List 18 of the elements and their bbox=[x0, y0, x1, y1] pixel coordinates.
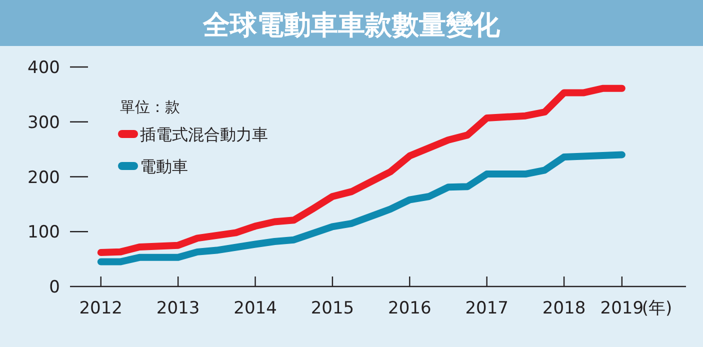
legend-label: 電動車 bbox=[140, 157, 188, 176]
y-tick-label: 200 bbox=[28, 168, 60, 188]
legend-title: 單位：款 bbox=[120, 98, 180, 116]
x-tick-label: 2019 bbox=[600, 298, 644, 318]
x-tick-label: 2015 bbox=[310, 298, 354, 318]
y-tick-label: 300 bbox=[28, 112, 60, 133]
x-tick-label: 2013 bbox=[156, 298, 200, 318]
x-tick-label: 2012 bbox=[79, 298, 123, 318]
y-tick-label: 0 bbox=[49, 278, 60, 298]
x-tick-label: 2016 bbox=[388, 298, 432, 318]
y-tick-label: 100 bbox=[28, 222, 60, 243]
x-tick-label: 2018 bbox=[542, 298, 586, 318]
y-tick-label: 400 bbox=[28, 58, 60, 78]
x-axis-title: (年) bbox=[642, 298, 672, 318]
chart-title: 全球電動車車款數量變化 bbox=[202, 10, 501, 41]
x-tick-label: 2017 bbox=[465, 298, 508, 318]
legend-label: 插電式混合動力車 bbox=[140, 125, 268, 144]
x-tick-label: 2014 bbox=[234, 298, 277, 318]
